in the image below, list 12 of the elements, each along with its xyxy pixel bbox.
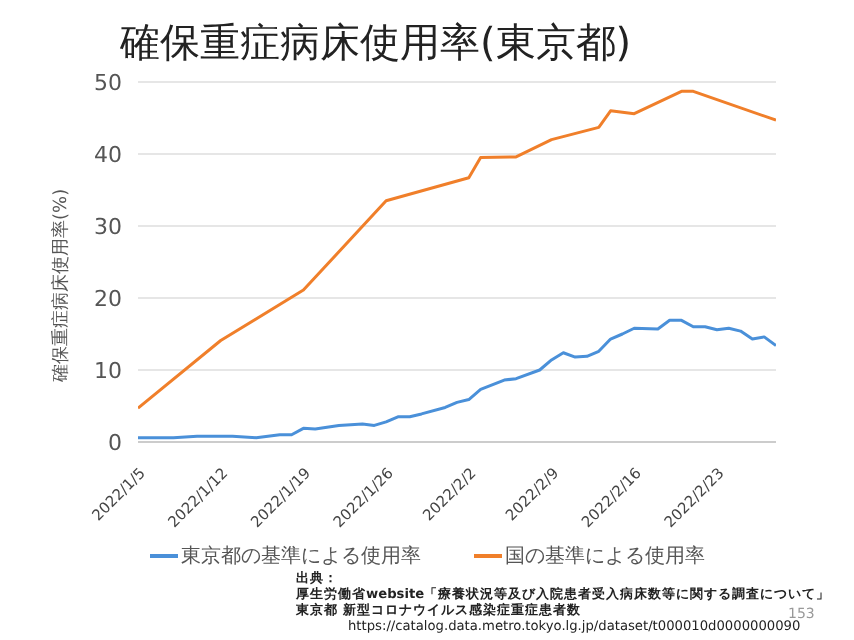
y-tick-label: 30 [94, 213, 122, 240]
y-tick-label: 40 [94, 141, 122, 168]
y-tick-label: 0 [108, 429, 122, 456]
line-series [138, 318, 776, 440]
line-series [138, 89, 776, 410]
y-tick-label: 20 [94, 285, 122, 312]
y-axis-title: 確保重症病床使用率(%) [50, 188, 73, 384]
legend-label: 国の基準による使用率 [505, 543, 705, 570]
y-tick-label: 50 [94, 69, 122, 96]
chart-title: 確保重症病床使用率(東京都) [120, 16, 632, 70]
legend-label: 東京都の基準による使用率 [181, 543, 421, 570]
y-tick-label: 10 [94, 357, 122, 384]
